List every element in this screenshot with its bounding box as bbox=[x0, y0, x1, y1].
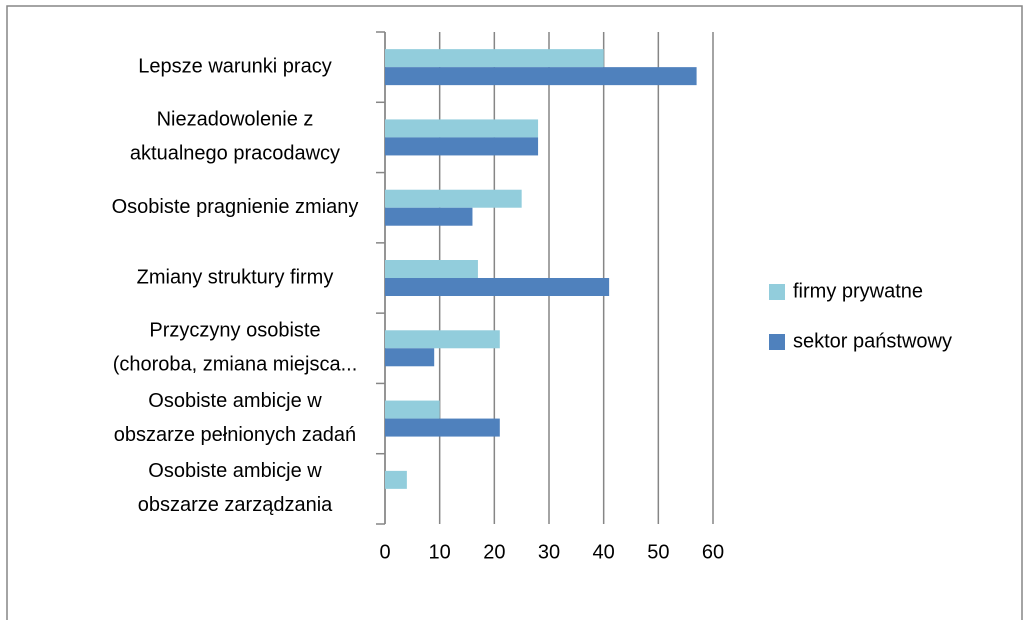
legend-swatch bbox=[769, 334, 785, 350]
x-tick-label: 50 bbox=[647, 541, 669, 563]
bar bbox=[385, 348, 435, 367]
y-tick-label: Osobiste pragnienie zmiany bbox=[112, 196, 359, 218]
x-tick-label: 10 bbox=[429, 541, 451, 563]
y-tick-label: Lepsze warunki pracy bbox=[138, 55, 331, 77]
bar bbox=[385, 418, 500, 437]
x-tick-label: 20 bbox=[483, 541, 505, 563]
y-tick-label: (choroba, zmiana miejsca... bbox=[113, 354, 358, 376]
y-tick-label: Osobiste ambicje w bbox=[148, 460, 322, 482]
legend-label: sektor państwowy bbox=[793, 330, 952, 352]
y-tick-label: aktualnego pracodawcy bbox=[130, 143, 340, 165]
legend-swatch bbox=[769, 284, 785, 300]
bar bbox=[385, 400, 440, 419]
bar bbox=[385, 330, 500, 349]
bar bbox=[385, 470, 407, 489]
y-tick-label: Zmiany struktury firmy bbox=[137, 266, 334, 288]
x-tick-label: 60 bbox=[702, 541, 724, 563]
y-tick-label: Niezadowolenie z bbox=[157, 109, 314, 131]
bar bbox=[385, 67, 697, 86]
bar bbox=[385, 189, 522, 208]
legend-label: firmy prywatne bbox=[793, 280, 923, 302]
x-tick-label: 40 bbox=[593, 541, 615, 563]
y-tick-label: obszarze zarządzania bbox=[138, 494, 333, 516]
y-tick-label: obszarze pełnionych zadań bbox=[114, 424, 356, 446]
y-tick-label: Osobiste ambicje w bbox=[148, 390, 322, 412]
bar bbox=[385, 119, 539, 138]
bar bbox=[385, 260, 478, 278]
x-tick-label: 0 bbox=[379, 541, 390, 563]
x-tick-label: 30 bbox=[538, 541, 560, 563]
bar bbox=[385, 49, 604, 68]
bar bbox=[385, 137, 539, 156]
bar bbox=[385, 207, 473, 226]
chart-frame bbox=[6, 5, 1023, 620]
y-tick-label: Przyczyny osobiste bbox=[149, 320, 320, 342]
bar bbox=[385, 278, 610, 296]
